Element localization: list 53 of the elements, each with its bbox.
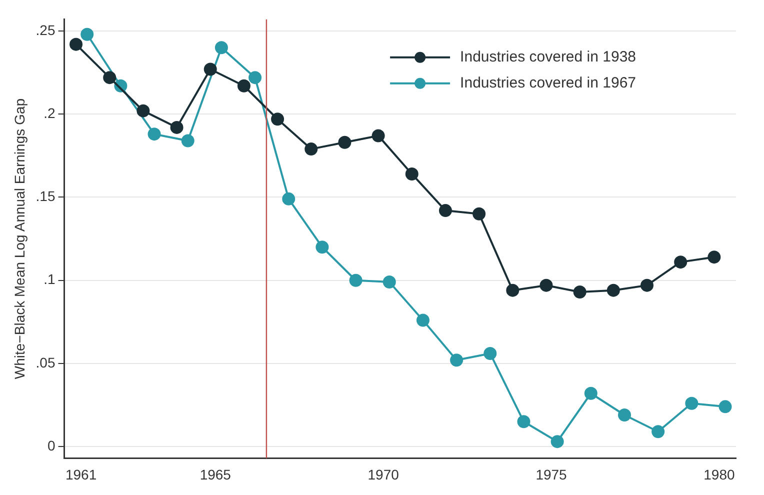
point <box>181 134 194 148</box>
point <box>472 207 486 220</box>
point <box>372 129 385 142</box>
point <box>652 425 665 438</box>
y-tick-label: 0 <box>47 437 56 454</box>
point <box>338 136 352 149</box>
x-tick-label: 1961 <box>65 466 97 482</box>
point <box>103 71 116 84</box>
x-tick-label: 1970 <box>368 466 400 482</box>
point <box>349 274 362 287</box>
point <box>316 240 329 254</box>
point <box>674 256 688 269</box>
point <box>416 314 430 327</box>
y-tick-label: .2 <box>44 105 56 121</box>
point <box>405 167 418 180</box>
point <box>204 62 217 76</box>
legend-label: Industries covered in 1967 <box>460 74 636 92</box>
point <box>540 278 553 292</box>
point <box>584 386 598 400</box>
x-tick-label: 1980 <box>704 466 735 482</box>
point <box>606 284 620 297</box>
point <box>573 285 586 298</box>
point <box>271 112 284 126</box>
x-tick-label: 1965 <box>200 466 232 482</box>
x-tick-label: 1975 <box>536 466 568 482</box>
point <box>248 71 262 84</box>
point <box>484 346 497 360</box>
point <box>80 28 94 41</box>
point <box>517 415 530 428</box>
point <box>382 276 396 289</box>
point <box>304 142 318 156</box>
y-tick-label: .1 <box>44 271 56 288</box>
point <box>170 120 184 134</box>
point <box>136 104 150 118</box>
point <box>214 41 228 54</box>
y-tick-label: .15 <box>36 188 56 204</box>
point <box>618 408 631 422</box>
point <box>718 400 732 414</box>
point <box>70 38 83 51</box>
y-axis-title: White−Black Mean Log Annual Earnings Gap <box>11 98 28 380</box>
point <box>506 284 520 297</box>
y-tick-label: .05 <box>36 354 56 370</box>
y-tick-label: .25 <box>36 22 56 38</box>
point <box>708 250 721 264</box>
point <box>640 278 654 292</box>
point <box>438 204 452 218</box>
point <box>685 396 698 410</box>
point <box>450 354 464 367</box>
point <box>237 79 250 92</box>
point <box>282 192 296 206</box>
point <box>148 128 161 141</box>
point <box>550 435 564 448</box>
legend-label: Industries covered in 1938 <box>460 48 636 66</box>
